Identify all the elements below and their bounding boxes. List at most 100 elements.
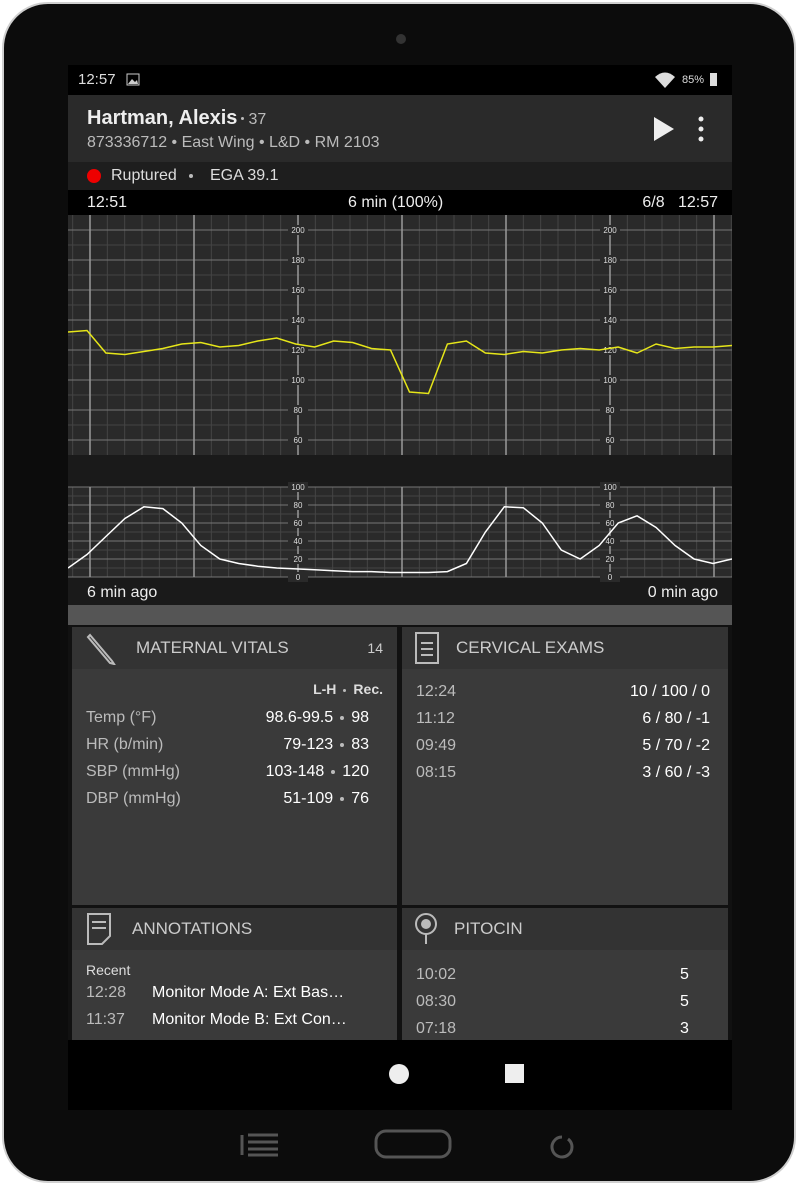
end: 6/8 12:57: [642, 194, 718, 212]
y-tick-label: 20: [606, 555, 615, 564]
y-tick-label: 80: [606, 406, 615, 415]
pencil-icon: [86, 633, 116, 665]
annotation-time: 12:28: [86, 984, 127, 1001]
exam-result: 5 / 70 / -2: [642, 737, 710, 754]
recents-button[interactable]: [505, 1064, 524, 1083]
tick-label-bg: [600, 536, 620, 546]
fetal-strip: 6080100120140160180200608010012014016018…: [68, 215, 732, 605]
span: 6 min (100%): [348, 194, 444, 211]
pitocin-time: 08:30: [416, 993, 457, 1010]
tick-label-bg: [288, 482, 308, 492]
tick-label-bg: [288, 345, 308, 355]
tick-label-bg: [600, 482, 620, 492]
annotation-text: Monitor Mode B: Ext Con…: [152, 1011, 347, 1028]
y-tick-label: 120: [291, 346, 305, 355]
tick-label-bg: [288, 315, 308, 325]
vitals-panel[interactable]: MATERNAL VITALS 14 L-H Rec. Temp (°F) 98.6…: [72, 627, 397, 905]
separator: [340, 716, 345, 720]
annotations-panel[interactable]: ANNOTATIONS Recent 12:28 Monitor Mode A: …: [72, 908, 397, 1040]
panel-title: MATERNAL VITALS: [136, 638, 289, 657]
patient-header: Hartman, Alexis 37 873336712 • East Wing …: [68, 95, 732, 162]
recent: 120: [342, 763, 369, 780]
right-label: 0 min ago: [648, 584, 718, 601]
tick-label-bg: [288, 375, 308, 385]
toco-trace: [68, 506, 732, 574]
y-tick-label: 40: [294, 537, 303, 546]
note-icon: [87, 913, 111, 945]
status-indicator: [87, 169, 101, 183]
y-tick-label: 80: [294, 501, 303, 510]
label-background: [68, 577, 732, 605]
vital-value: 51-109 76: [283, 790, 369, 808]
separator: [241, 117, 245, 121]
range: 103-148: [265, 763, 325, 780]
y-tick-label: 160: [291, 286, 305, 295]
tick-label-bg: [288, 518, 308, 528]
range: 51-109: [283, 790, 334, 807]
pitocin-panel[interactable]: PITOCIN 10:02 5 08:30 5 07:18 3: [402, 908, 728, 1040]
clipboard-icon: [415, 632, 439, 664]
y-tick-label: 20: [294, 555, 303, 564]
y-tick-label: 60: [606, 519, 615, 528]
tick-label-bg: [600, 345, 620, 355]
tick-label-bg: [600, 255, 620, 265]
recent-header: Rec.: [353, 681, 383, 697]
vital-value: 98.6-99.5 98: [266, 709, 369, 727]
tick-label-bg: [600, 315, 620, 325]
y-tick-label: 160: [603, 286, 617, 295]
exam-time: 09:49: [416, 737, 457, 754]
cervical-panel[interactable]: CERVICAL EXAMS 12:24 10 / 100 / 0 11:12 6 /…: [402, 627, 728, 905]
tick-label-bg: [288, 435, 308, 445]
y-tick-label: 80: [294, 406, 303, 415]
battery-icon: [710, 73, 717, 86]
tick-label-bg: [288, 405, 308, 415]
screen: 12:57 85% Hartman, Alexis 37 873336712 • …: [68, 65, 732, 1040]
home-button[interactable]: [389, 1064, 409, 1084]
tick-label-bg: [288, 500, 308, 510]
tick-label-bg: [288, 255, 308, 265]
tick-label-bg: [600, 518, 620, 528]
exam-time: 11:12: [416, 710, 455, 727]
tick-label-bg: [600, 500, 620, 510]
y-tick-label: 140: [603, 316, 617, 325]
name: Hartman, Alexis: [87, 107, 238, 129]
camera: [396, 34, 406, 44]
tick-label-bg: [600, 554, 620, 564]
vital-label: Temp (°F): [86, 709, 157, 726]
y-tick-label: 100: [603, 483, 617, 492]
panel-title: PITOCIN: [454, 919, 523, 938]
exam-result: 6 / 80 / -1: [642, 710, 710, 727]
nav-bar: [68, 1040, 732, 1110]
vital-value: 103-148 120: [266, 763, 369, 781]
y-tick-label: 100: [291, 376, 305, 385]
vitals-count: 14: [367, 640, 383, 656]
separator: [189, 174, 193, 178]
exam-result: 3 / 60 / -3: [642, 764, 710, 781]
exam-result: 10 / 100 / 0: [629, 683, 710, 700]
end-time: 12:57: [677, 194, 718, 211]
strip-gap: [68, 455, 732, 487]
patient-details: 873336712 • East Wing • L&D • RM 2103: [87, 134, 380, 151]
tick-label-bg: [288, 554, 308, 564]
y-tick-label: 60: [294, 436, 303, 445]
menu-button[interactable]: [696, 115, 706, 143]
y-tick-label: 180: [603, 256, 617, 265]
hardware-buttons: [240, 1129, 574, 1159]
y-tick-label: 40: [606, 537, 615, 546]
y-tick-label: 120: [603, 346, 617, 355]
tick-label-bg: [288, 285, 308, 295]
vital-label: DBP (mmHg): [86, 790, 181, 807]
membranes: Ruptured: [111, 167, 177, 184]
play-button[interactable]: [652, 115, 676, 143]
tick-label-bg: [600, 375, 620, 385]
battery-percent: 85%: [682, 74, 705, 86]
fhr-trace: [68, 329, 732, 395]
exam-time: 08:15: [416, 764, 457, 781]
y-tick-label: 100: [291, 483, 305, 492]
ega: EGA 39.1: [210, 167, 279, 184]
y-tick-label: 200: [291, 226, 305, 235]
pitocin-rate: 3: [680, 1020, 689, 1037]
vital-value: 79-123 83: [283, 736, 369, 754]
y-tick-label: 200: [603, 226, 617, 235]
y-tick-label: 0: [608, 573, 613, 582]
